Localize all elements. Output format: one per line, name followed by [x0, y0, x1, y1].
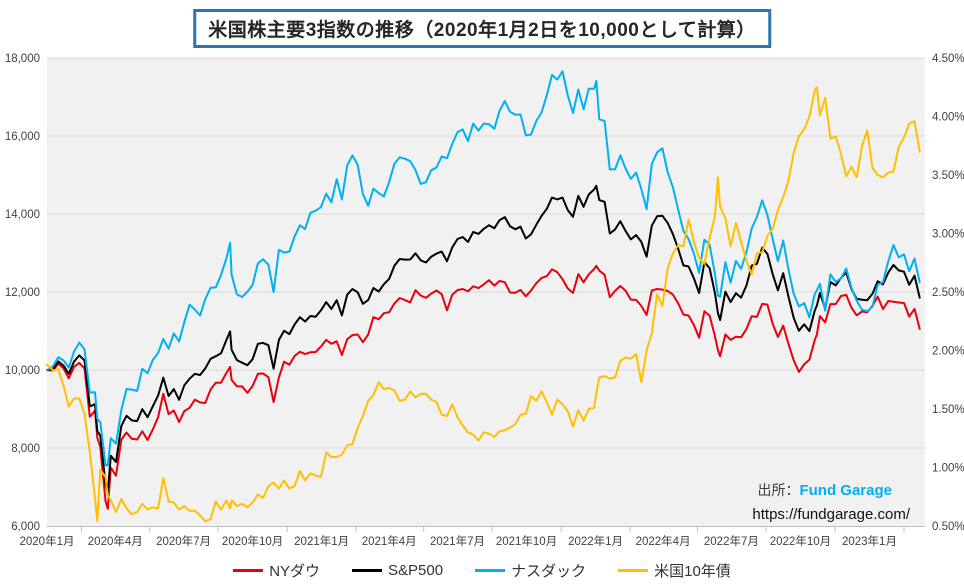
- y-axis-right-label: 2.00%: [932, 346, 964, 358]
- y-axis-left-label: 10,000: [5, 365, 40, 377]
- series-line-2: [46, 70, 921, 467]
- legend-swatch: [233, 569, 264, 572]
- series-line-1: [46, 184, 921, 494]
- source-brand: Fund Garage: [799, 482, 892, 499]
- y-axis-right-label: 4.00%: [932, 112, 964, 124]
- source-url: https://fundgarage.com/: [752, 506, 910, 523]
- x-axis-label: 2022年7月: [704, 534, 759, 548]
- x-axis-label: 2021年1月: [294, 534, 349, 548]
- x-axis-label: 2021年4月: [362, 534, 417, 548]
- chart-legend: NYダウ S&P500 ナスダック 米国10年債: [0, 560, 964, 581]
- legend-item: NYダウ: [233, 560, 320, 581]
- y-axis-left-label: 14,000: [5, 209, 40, 221]
- x-axis-label: 2020年7月: [156, 534, 211, 548]
- legend-swatch: [352, 569, 383, 572]
- source-line: 出所：Fund Garage: [752, 480, 892, 500]
- series-line-3: [46, 86, 921, 523]
- x-axis-label: 2022年1月: [568, 534, 623, 548]
- x-axis-label: 2020年4月: [88, 534, 143, 548]
- y-axis-right-label: 1.00%: [932, 463, 964, 475]
- y-axis-left-label: 16,000: [5, 131, 40, 143]
- x-axis-label: 2021年10月: [496, 534, 557, 548]
- x-axis-label: 2021年7月: [430, 534, 485, 548]
- legend-item: 米国10年債: [618, 560, 731, 581]
- y-axis-right-label: 3.00%: [932, 229, 964, 241]
- y-axis-left-label: 18,000: [5, 53, 40, 65]
- legend-item: ナスダック: [475, 560, 586, 581]
- legend-swatch: [475, 569, 506, 572]
- legend-label: S&P500: [388, 562, 444, 579]
- y-axis-right-label: 1.50%: [932, 404, 964, 416]
- legend-swatch: [618, 569, 649, 572]
- legend-item: S&P500: [352, 562, 443, 579]
- x-axis-label: 2022年4月: [636, 534, 691, 548]
- x-axis-label: 2023年1月: [842, 534, 897, 548]
- y-axis-right-label: 3.50%: [932, 170, 964, 182]
- source-label: 出所：: [757, 482, 800, 498]
- source-block: 出所：Fund Garage https://fundgarage.com/: [752, 480, 910, 523]
- legend-label: ナスダック: [511, 563, 587, 580]
- y-axis-right-label: 4.50%: [932, 53, 964, 65]
- legend-label: 米国10年債: [654, 563, 731, 580]
- y-axis-left-label: 6,000: [11, 521, 40, 533]
- x-axis-label: 2022年10月: [770, 534, 831, 548]
- y-axis-left-label: 8,000: [11, 443, 40, 455]
- y-axis-right-label: 2.50%: [932, 287, 964, 299]
- x-axis-label: 2020年10月: [222, 534, 283, 548]
- series-line-0: [46, 264, 921, 510]
- y-axis-right-label: 0.50%: [932, 521, 964, 533]
- legend-label: NYダウ: [269, 563, 321, 580]
- x-axis-label: 2020年1月: [20, 534, 75, 548]
- chart-title: 米国株主要3指数の推移（2020年1月2日を10,000として計算）: [193, 9, 771, 48]
- y-axis-left-label: 12,000: [5, 287, 40, 299]
